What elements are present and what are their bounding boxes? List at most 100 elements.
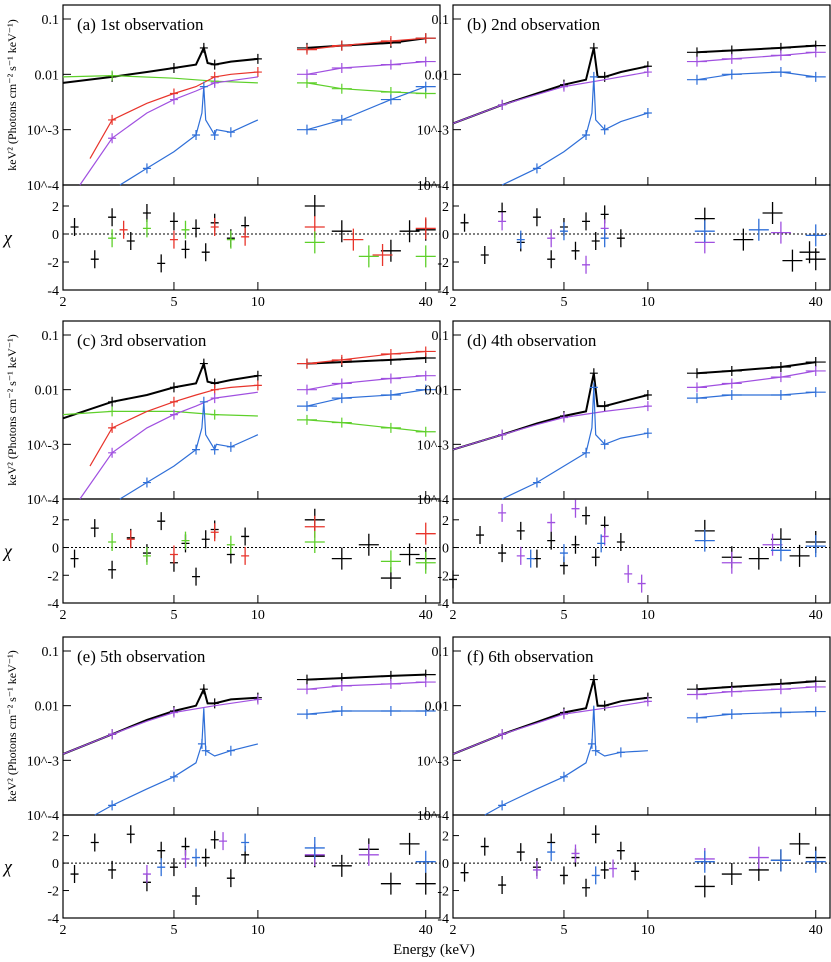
series-absorbed-line (452, 71, 649, 124)
data-point (210, 384, 219, 395)
x-tick-label: 40 (809, 608, 823, 623)
y-tick-label: 0.01 (425, 384, 450, 399)
data-point (199, 684, 208, 695)
residual-point (571, 535, 580, 554)
residual-y-tick-label: -2 (437, 256, 449, 271)
residual-point (591, 866, 600, 885)
series-line-line (306, 389, 426, 407)
residual-point (516, 546, 525, 565)
residual-point (201, 243, 210, 262)
data-point (226, 745, 235, 756)
residual-point (226, 230, 235, 249)
residual-point (782, 249, 803, 272)
residual-frame (62, 814, 441, 919)
residual-y-tick-label: 2 (442, 514, 449, 529)
residual-y-tick-label: -4 (437, 284, 449, 299)
x-tick-label: 10 (251, 295, 265, 310)
panel-title: (e) 5th observation (77, 647, 206, 666)
residual-point (733, 228, 754, 251)
series-total-line (452, 372, 649, 451)
y-tick-label: 0.1 (42, 645, 60, 660)
data-point (296, 77, 317, 88)
data-point (226, 441, 235, 452)
y-tick-label: 0.01 (425, 700, 450, 715)
series-line-line (306, 710, 426, 715)
data-point (296, 401, 317, 412)
residual-y-tick-label: -4 (437, 597, 449, 612)
panel-title: (b) 2nd observation (467, 15, 601, 34)
data-point (686, 56, 707, 67)
residual-point (304, 530, 325, 553)
data-point (210, 444, 219, 455)
data-point (559, 81, 568, 92)
x-tick-label: 10 (251, 608, 265, 623)
residual-point (157, 841, 166, 860)
y-tick-label: 10^-4 (27, 179, 59, 194)
data-point (169, 771, 178, 782)
data-point (192, 130, 201, 141)
residual-point (192, 567, 201, 586)
data-point (582, 130, 591, 141)
y-tick-label: 0.1 (432, 645, 450, 660)
x-tick-label: 40 (419, 295, 433, 310)
data-point (108, 406, 117, 417)
data-point (296, 674, 317, 685)
y-tick-label: 0.1 (432, 13, 450, 28)
residual-point (142, 204, 151, 222)
x-tick-label: 2 (450, 608, 457, 623)
residual-point (616, 841, 625, 860)
data-point (169, 409, 178, 420)
residual-point (498, 876, 507, 895)
residual-point (181, 220, 190, 239)
residual-point (748, 846, 769, 869)
residual-point (181, 531, 190, 550)
data-point (721, 365, 742, 376)
data-point (591, 745, 600, 756)
data-point (643, 696, 652, 707)
residual-point (609, 859, 618, 878)
data-point (169, 396, 178, 407)
data-point (199, 42, 208, 53)
y-tick-label: 10^-3 (417, 754, 449, 769)
residual-y-tick-label: 2 (52, 514, 59, 529)
residual-point (210, 218, 219, 236)
residual-point (591, 548, 600, 567)
residual-frame (452, 498, 831, 604)
data-point (108, 422, 117, 433)
data-point (805, 681, 826, 692)
data-point (380, 705, 401, 716)
residual-point (600, 229, 609, 248)
data-point (770, 50, 791, 61)
residual-y-tick-label: 0 (52, 228, 59, 243)
residual-point (600, 527, 609, 546)
residual-point (226, 869, 235, 888)
residual-point (415, 872, 436, 895)
data-point (331, 378, 352, 389)
data-point (380, 678, 401, 689)
data-point (686, 393, 707, 404)
residual-point (157, 254, 166, 273)
data-point (253, 67, 262, 78)
residual-y-tick-label: -2 (47, 256, 59, 271)
data-point (331, 114, 352, 125)
data-point (721, 686, 742, 697)
residual-point (532, 860, 541, 879)
x-axis-label: Energy (keV) (393, 942, 475, 958)
data-point (199, 396, 208, 407)
data-point (805, 47, 826, 58)
residual-y-tick-label: 0 (52, 857, 59, 872)
residual-point (169, 545, 178, 564)
y-tick-label: 0.01 (35, 700, 60, 715)
residual-axis-label: χ (2, 541, 13, 561)
data-point (770, 707, 791, 718)
residual-y-tick-label: -2 (47, 885, 59, 900)
data-point (532, 477, 541, 488)
residual-point (380, 550, 401, 573)
data-point (498, 729, 507, 740)
residual-point (547, 843, 556, 862)
panel-6: (f) 6th observation 2 5 10 40 0.1 0.01 10^-3 10^… (417, 636, 831, 938)
data-point (380, 94, 401, 105)
residual-point (192, 219, 201, 238)
series-total-line (306, 673, 426, 681)
x-tick-label: 10 (641, 923, 655, 938)
